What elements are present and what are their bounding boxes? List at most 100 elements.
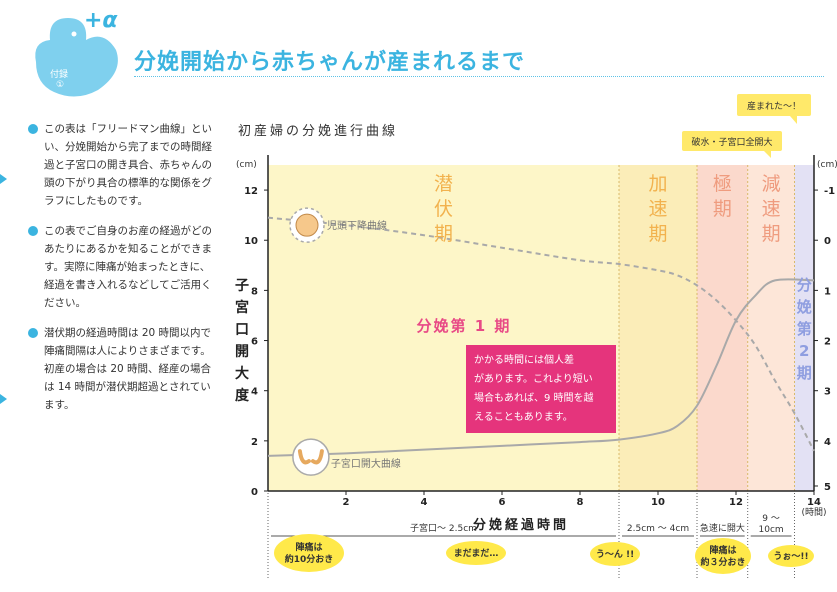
note-text: 潜伏期の経過時間は 20 時間以内で陣痛間隔は人によりさまざまです。初産の場合は… (44, 327, 212, 411)
event-tag (737, 94, 811, 116)
note-text: この表でご自身のお産の経過がどのあたりにあるかを知ることができます。実際に陣痛が… (44, 225, 212, 309)
series-line (267, 278, 815, 457)
y-tick-label: 10 (244, 236, 258, 247)
y-tick-label: 4 (251, 387, 258, 398)
note-item: この表は「フリードマン曲線」といい、分娩開始から完了までの時間経過と子宮口の開き… (28, 120, 213, 210)
speech-bubble (274, 534, 344, 572)
y2-tick-label: 5 (824, 482, 831, 493)
page-tab-arrow-icon (0, 174, 7, 184)
range-label: 急速に開大 (700, 522, 745, 534)
phase-label: 減速期 (762, 173, 781, 245)
annotation-line: 場合もあれば、9 時間を越 (474, 391, 594, 404)
phase-label-char: 期 (434, 223, 453, 245)
phase-label-char: 速 (762, 198, 781, 220)
range-label: 2.5cm 〜 4cm (627, 524, 689, 534)
y-unit-right: (cm) (817, 160, 837, 170)
badge-label: 付録 (50, 70, 69, 80)
phase-band (268, 165, 619, 491)
speech-bubble (768, 545, 814, 567)
annotation-line: があります。これより短い (474, 372, 593, 385)
cervix-icon (297, 449, 324, 465)
bubble-text: う〜ん !! (596, 549, 634, 560)
annotation-box (466, 345, 616, 433)
phase-label: 加速期 (648, 173, 667, 245)
duck-badge-icon (35, 18, 118, 97)
phase-label-char: 期 (762, 223, 781, 245)
page-title: 分娩開始から赤ちゃんが産まれるまで (134, 50, 526, 75)
x-tick-label: 10 (651, 497, 665, 508)
stage1-label: 分娩第 1 期 (417, 317, 512, 335)
y-axis-title-char: 開 (235, 344, 249, 360)
y-tick-label: 8 (251, 286, 258, 297)
note-item: この表でご自身のお産の経過がどのあたりにあるかを知ることができます。実際に陣痛が… (28, 222, 213, 312)
y2-tick-label: 2 (824, 337, 831, 348)
plus-alpha-icon: +α (84, 8, 118, 33)
y-tick-label: 0 (251, 487, 258, 498)
event-tag-label: 破水・子宮口全開大 (691, 136, 772, 148)
event-tag-pointer (790, 116, 797, 124)
phase-label-char: 娩 (797, 298, 812, 316)
series-label: 子宮口開大曲線 (331, 457, 401, 470)
bubble-text: 陣痛は (295, 541, 322, 553)
phase-label-char: 速 (648, 198, 667, 220)
phase-label-char: 加 (648, 173, 667, 195)
phase-label-char: 潜 (434, 173, 453, 195)
y-axis-title-char: 宮 (235, 299, 249, 316)
baby-face-icon (295, 213, 319, 237)
annotation-line: えることもあります。 (474, 411, 573, 423)
x-tick-label: 6 (499, 497, 506, 508)
y-axis-title-char: 大 (235, 365, 249, 382)
cervix-icon-frame (292, 438, 330, 476)
phase-label-char: 伏 (434, 198, 453, 220)
phase-band (747, 165, 795, 491)
note-item: 潜伏期の経過時間は 20 時間以内で陣痛間隔は人によりさまざまです。初産の場合は… (28, 324, 213, 414)
phase-label: 分娩第 2 期 (797, 276, 812, 382)
phase-label-char: 第 (797, 320, 812, 338)
page-tab-arrow-icon (0, 394, 7, 404)
badge-number: ① (56, 80, 65, 90)
y-axis-title-char: 子 (235, 278, 249, 294)
bubble-text: 約３分おき (700, 556, 745, 568)
y2-tick-label: 0 (824, 236, 831, 247)
phase-label-char: 減 (762, 173, 781, 195)
range-label: 9 〜 (762, 514, 780, 524)
y-unit-left: (cm) (236, 160, 257, 170)
phase-label-char: 分 (797, 276, 812, 294)
event-tag-label: 産まれた〜！ (747, 100, 801, 112)
y-tick-label: 6 (251, 337, 258, 348)
phase-band (794, 165, 814, 491)
phase-band (697, 165, 748, 491)
y-axis-title-char: 度 (235, 387, 250, 404)
chart-title: 初産婦の分娩進行曲線 (238, 124, 399, 139)
bubble-text: まだまだ… (454, 548, 499, 559)
notes-panel: この表は「フリードマン曲線」といい、分娩開始から完了までの時間経過と子宮口の開き… (28, 120, 213, 426)
x-tick-label: 4 (421, 497, 428, 508)
x-axis-title: 分娩経過時間 (473, 517, 569, 533)
x-tick-label: 2 (343, 497, 350, 508)
event-tag-pointer (764, 151, 771, 158)
bubble-text: 陣痛は (709, 544, 736, 556)
series-line (267, 216, 815, 452)
y-tick-label: 12 (244, 186, 258, 197)
bullet-icon (28, 328, 38, 338)
note-text: この表は「フリードマン曲線」といい、分娩開始から完了までの時間経過と子宮口の開き… (44, 123, 212, 207)
y2-tick-label: 1 (824, 286, 831, 297)
speech-bubble (446, 541, 506, 565)
phase-label-char: 期 (648, 223, 667, 245)
bubble-text: 約10分おき (285, 553, 334, 565)
bullet-icon (28, 124, 38, 134)
y-axis-title-char: 口 (235, 322, 249, 338)
y-tick-label: 2 (251, 437, 258, 448)
range-label: 子宮口〜 2.5cm (410, 522, 477, 534)
event-tag (682, 131, 782, 151)
bubble-text: うぉ〜!! (773, 551, 808, 562)
y2-tick-label: -1 (824, 186, 835, 197)
phase-band (619, 165, 697, 491)
phase-label-char: 期 (713, 198, 732, 220)
speech-bubble (695, 538, 751, 574)
x-tick-label: 12 (729, 497, 743, 508)
x-unit: (時間) (801, 507, 826, 518)
x-tick-label: 8 (577, 497, 584, 508)
phase-label-char: 期 (797, 364, 812, 382)
